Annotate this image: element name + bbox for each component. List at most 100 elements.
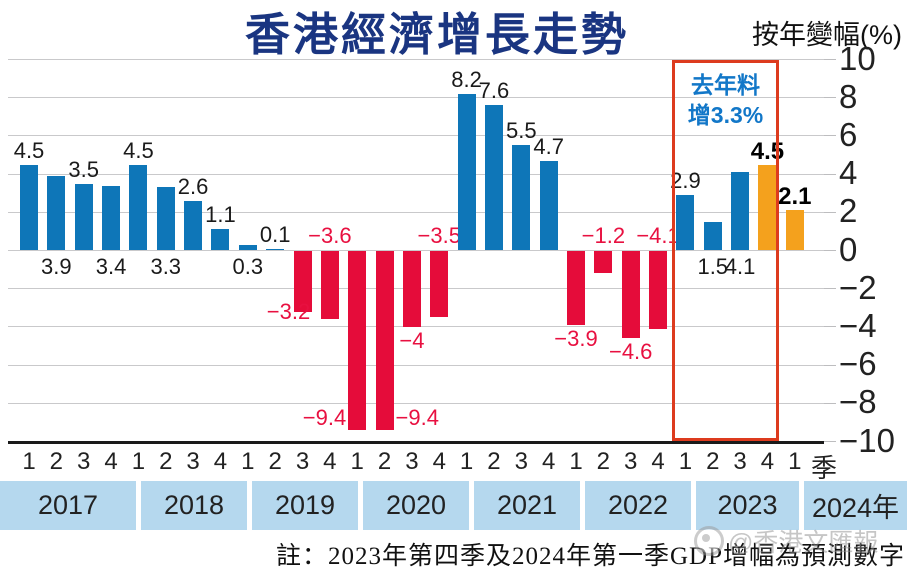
- bar-2020-q1: [348, 250, 367, 431]
- gridline: [8, 326, 824, 328]
- gridline: [8, 211, 824, 213]
- quarter-tick-label: 3: [514, 448, 528, 475]
- bar-2020-q4: [430, 250, 449, 318]
- bar-2019-q4: [320, 250, 339, 320]
- bar-2022-q4: [649, 250, 668, 329]
- bar-2024-q1: [785, 210, 804, 251]
- quarter-tick-label: 4: [323, 448, 337, 475]
- bar-value-label: −3.6: [308, 222, 352, 248]
- bar-value-label: 0.1: [259, 221, 291, 247]
- bar-2022-q2: [594, 250, 613, 274]
- bar-value-label: −3.9: [554, 325, 598, 351]
- gridline: [8, 59, 824, 60]
- x-axis-baseline: [8, 440, 824, 444]
- bar-value-label: 5.5: [506, 118, 537, 144]
- page-title: 香港經濟增長走勢: [244, 9, 629, 60]
- quarter-tick-label: 1: [350, 448, 364, 475]
- y-axis-title: 按年變幅(%): [752, 20, 902, 50]
- quarter-tick-label: 4: [760, 448, 775, 475]
- quarter-tick-label: 2: [268, 448, 282, 475]
- y-tick: [824, 441, 836, 442]
- bar-2018-q1: [129, 164, 148, 251]
- bar-value-label: 4.7: [533, 133, 564, 159]
- bar-value-label: −4.6: [608, 339, 653, 365]
- gridline: [8, 135, 824, 137]
- bar-2022-q1: [567, 250, 585, 325]
- quarter-tick-label: 4: [213, 448, 228, 475]
- bar-value-label: 4.5: [13, 137, 45, 163]
- quarter-tick-label: 4: [104, 448, 118, 475]
- y-tick: [824, 288, 836, 290]
- forecast-annotation-line2: 增3.3%: [687, 102, 764, 128]
- bar-2019-q1: [238, 244, 257, 251]
- y-tick-label: 4: [839, 154, 858, 192]
- quarter-tick-label: 2: [377, 448, 392, 475]
- bar-2020-q3: [402, 250, 421, 327]
- gridline: [8, 364, 824, 366]
- quarter-tick-label: 3: [405, 448, 419, 475]
- year-label-2018: 2018: [141, 481, 247, 530]
- bar-value-label: 4.5: [123, 137, 154, 163]
- bar-2021-q4: [539, 160, 558, 251]
- chart-plot-area: 4.5 3.9 3.5 3.4 4.5 3.3 2.6 1.1 0.3 0.1 −3.2 −3.6 −9…: [8, 59, 824, 444]
- forecast-annotation-line1: 去年料: [691, 72, 760, 98]
- year-label-2024: 2024年: [804, 481, 907, 530]
- quarter-tick-label: 1: [678, 448, 693, 475]
- bar-2017-q4: [102, 185, 121, 251]
- bar-value-label: 2.9: [670, 168, 701, 194]
- bar-2018-q2: [156, 187, 175, 251]
- bar-2017-q2: [47, 176, 66, 251]
- year-label-2020: 2020: [363, 481, 469, 530]
- bar-2021-q3: [512, 145, 531, 251]
- quarter-tick-label: 3: [624, 448, 638, 475]
- y-tick: [824, 364, 836, 366]
- y-tick-label: −2: [839, 268, 877, 306]
- quarter-tick-label: 4: [651, 448, 665, 475]
- bar-value-label: −9.4: [302, 405, 347, 431]
- bar-2019-q3: [293, 250, 312, 312]
- bar-2020-q2: [375, 250, 394, 431]
- bar-value-label: 7.6: [478, 78, 510, 104]
- quarter-axis-suffix: 季: [811, 453, 838, 483]
- quarter-tick-label: 1: [788, 448, 802, 475]
- quarter-tick-label: 2: [706, 448, 720, 475]
- bar-2021-q2: [484, 105, 503, 251]
- bar-2018-q3: [184, 200, 203, 251]
- quarter-tick-label: 4: [432, 448, 446, 475]
- y-tick-label: −4: [839, 306, 877, 344]
- bar-value-label: 3.4: [95, 253, 127, 279]
- footnote: 註：2023年第四季及2024年第一季GDP增幅為預測數字: [275, 543, 905, 570]
- year-label-2021: 2021: [474, 481, 580, 530]
- bar-2017-q3: [74, 183, 93, 251]
- quarter-tick-label: 2: [596, 448, 611, 475]
- y-tick-label: 2: [839, 192, 858, 230]
- y-tick-label: 10: [839, 39, 876, 77]
- y-tick: [824, 211, 836, 213]
- quarter-tick-label: 1: [569, 448, 583, 475]
- quarter-tick-label: 1: [131, 448, 146, 475]
- year-label-2019: 2019: [252, 481, 358, 530]
- watermark-logo-icon: [694, 526, 724, 556]
- bar-2017-q1: [20, 164, 38, 251]
- bar-value-label: 1.1: [205, 202, 236, 228]
- quarter-tick-label: 1: [459, 448, 474, 475]
- gridline: [8, 173, 824, 175]
- bar-2019-q2: [266, 248, 285, 251]
- quarter-tick-label: 1: [22, 448, 36, 475]
- bar-2021-q1: [457, 93, 476, 251]
- bar-value-label: 8.2: [451, 66, 482, 92]
- year-label-2023: 2023: [696, 481, 799, 530]
- bar-value-label: 0.3: [232, 253, 264, 279]
- bar-value-label: 3.5: [68, 156, 99, 182]
- bar-value-label: −3.5: [417, 222, 461, 248]
- y-tick: [824, 97, 836, 99]
- quarter-tick-label: 2: [159, 448, 173, 475]
- bar-2018-q4: [211, 229, 230, 251]
- year-band: 2017 2018 2019 2020 2021 2022 2023 2024年: [0, 481, 907, 530]
- y-axis: 10 8 6 4 2 0 −2 −4 −6 −8 −10: [824, 40, 907, 469]
- y-tick: [824, 135, 836, 137]
- y-tick: [824, 173, 836, 175]
- bar-value-label: 3.3: [150, 253, 182, 279]
- quarter-tick-label: 1: [241, 448, 255, 475]
